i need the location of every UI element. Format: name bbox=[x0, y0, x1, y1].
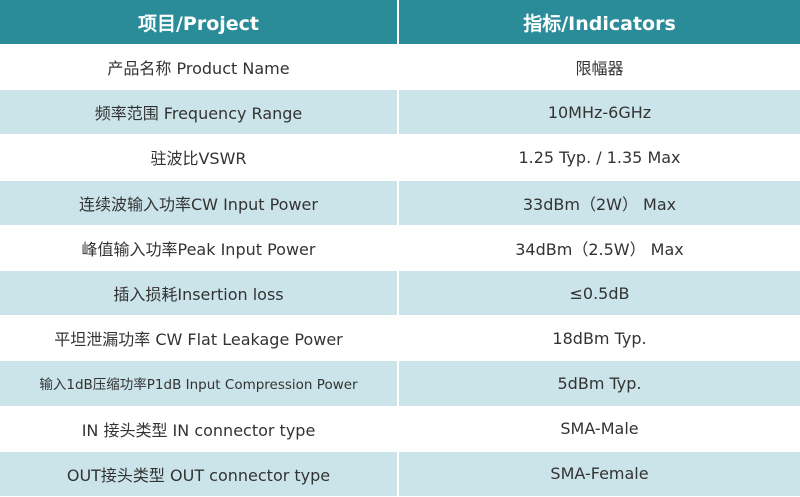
table-cell: 平坦泄漏功率 CW Flat Leakage Power bbox=[0, 316, 399, 362]
table-cell: SMA-Female bbox=[399, 451, 800, 497]
table-cell: 34dBm（2.5W） Max bbox=[399, 226, 800, 271]
table-cell: 产品名称 Product Name bbox=[0, 45, 399, 91]
table-cell: ≤0.5dB bbox=[399, 270, 800, 317]
table-cell: 限幅器 bbox=[399, 45, 800, 91]
table-cell: 18dBm Typ. bbox=[399, 316, 800, 362]
header-cell: 指标/Indicators bbox=[399, 0, 800, 45]
table-cell: 峰值输入功率Peak Input Power bbox=[0, 225, 399, 271]
table-cell: 33dBm（2W） Max bbox=[399, 180, 800, 226]
header-cell: 项目/Project bbox=[0, 0, 399, 45]
table-cell: 10MHz-6GHz bbox=[399, 90, 800, 136]
table-cell: 连续波输入功率CW Input Power bbox=[0, 180, 399, 226]
table-cell: IN 接头类型 IN connector type bbox=[0, 406, 399, 452]
table-cell: 驻波比VSWR bbox=[0, 135, 399, 181]
table-cell: 输入1dB压缩功率P1dB Input Compression Power bbox=[0, 361, 399, 407]
table-cell: SMA-Male bbox=[399, 407, 800, 452]
table-cell: 5dBm Typ. bbox=[399, 361, 800, 407]
table-cell: OUT接头类型 OUT connector type bbox=[0, 451, 399, 497]
table-cell: 插入损耗Insertion loss bbox=[0, 270, 399, 317]
table-cell: 1.25 Typ. / 1.35 Max bbox=[399, 135, 800, 181]
table-cell: 频率范围 Frequency Range bbox=[0, 90, 399, 136]
